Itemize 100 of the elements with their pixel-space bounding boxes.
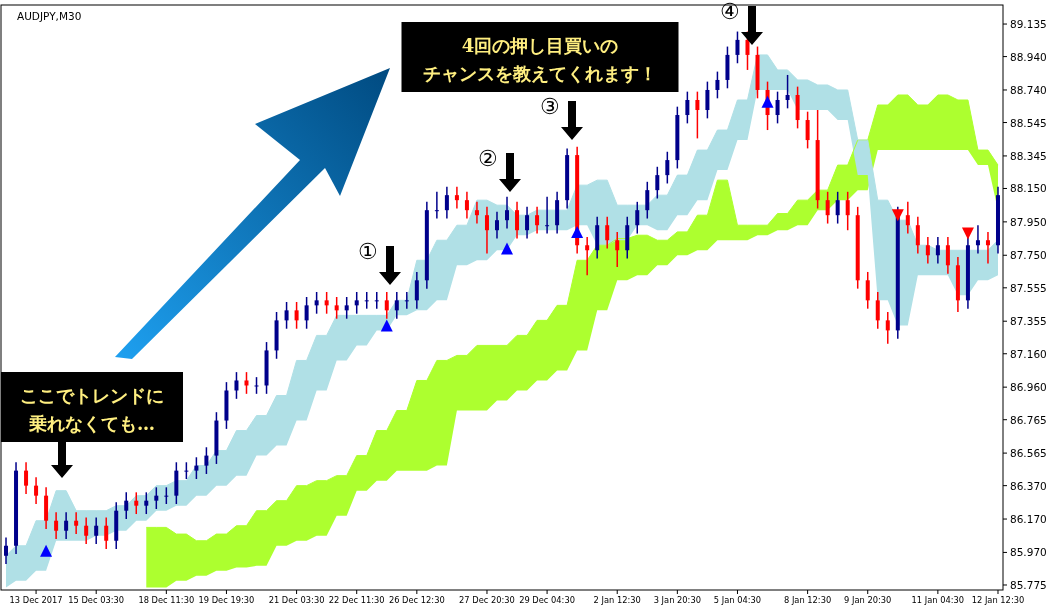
candlestick [204, 446, 209, 475]
candlestick [444, 186, 449, 220]
candlestick [144, 491, 149, 515]
annotation: ④ [720, 0, 740, 24]
candlestick [885, 311, 890, 345]
candlestick [414, 271, 419, 310]
candlestick [835, 191, 840, 225]
point [380, 319, 393, 332]
candlestick [304, 296, 309, 330]
annotation: ③ [540, 94, 560, 119]
candlestick [324, 291, 329, 315]
note-box: 4回の押し目買いのチャンスを教えてくれます！ [401, 22, 679, 92]
candlestick [124, 491, 129, 520]
y-tick-label: 86.765 [1010, 413, 1047, 426]
text: AUDJPY,M30 [17, 10, 82, 22]
candlestick [695, 90, 700, 140]
y-tick-label: 88.150 [1010, 182, 1047, 195]
y-tick-label: 85.970 [1010, 546, 1047, 559]
candlestick [665, 151, 670, 185]
point [961, 227, 974, 240]
point [891, 209, 904, 222]
y-tick-label: 86.960 [1010, 381, 1047, 394]
candlestick [494, 211, 499, 240]
y-tick-label: 87.750 [1010, 249, 1047, 262]
candlestick [454, 186, 459, 210]
x-tick-label: 29 Dec 04:30 [519, 595, 575, 605]
candlestick [334, 296, 339, 320]
y-tick-label: 88.940 [1010, 50, 1047, 63]
x-tick-label: 2 Jan 12:30 [593, 595, 641, 605]
x-tick-label: 22 Dec 11:30 [328, 595, 385, 605]
x-tick-label: 11 Jan 04:30 [911, 595, 965, 605]
x-tick-label: 8 Jan 12:30 [783, 595, 832, 605]
candlestick [845, 191, 850, 231]
y-tick-label: 85.775 [1010, 578, 1047, 591]
x-tick-label: 9 Jan 20:30 [844, 595, 892, 605]
candlestick [94, 516, 99, 545]
candlestick [535, 206, 540, 235]
candlestick [434, 191, 439, 220]
y-tick-label: 86.170 [1010, 513, 1047, 526]
y-tick-label: 88.345 [1010, 149, 1047, 162]
candlestick [905, 201, 910, 235]
candlestick [64, 511, 69, 540]
x-tick-label: 13 Dec 2017 [9, 595, 63, 605]
candlestick [134, 491, 139, 515]
candlestick [54, 511, 59, 540]
x-tick-label: 5 Jan 04:30 [713, 595, 762, 605]
candlestick [234, 371, 239, 400]
note-box: ここでトレンドに乗れなくても… [1, 372, 183, 442]
candlestick [925, 236, 930, 265]
candlestick [785, 74, 790, 110]
candlestick [84, 516, 89, 545]
candlestick [545, 196, 550, 235]
x-tick-label: 27 Dec 20:30 [459, 595, 515, 605]
candlestick [865, 271, 870, 310]
x-tick-label: 21 Dec 03:30 [268, 595, 325, 605]
candlestick [915, 216, 920, 255]
candlestick [484, 206, 489, 255]
x-tick-label: 3 Jan 20:30 [653, 595, 701, 605]
candlestick [975, 224, 980, 255]
candlestick [505, 196, 510, 230]
candlestick [194, 456, 199, 480]
candlestick [715, 70, 720, 100]
candlestick [374, 291, 379, 310]
x-tick-label: 19 Dec 19:30 [198, 595, 255, 605]
candlestick [294, 301, 299, 330]
candlestick [515, 201, 520, 240]
candlestick [705, 80, 710, 120]
point [40, 544, 53, 557]
candlestick [655, 166, 660, 200]
y-tick-label: 88.740 [1010, 83, 1047, 96]
y-tick-label: 87.355 [1010, 315, 1047, 328]
y-tick-label: 86.370 [1010, 479, 1047, 492]
candlestick [985, 231, 990, 265]
y-tick-label: 89.135 [1010, 18, 1047, 31]
candlestick [775, 90, 780, 125]
candlestick [805, 110, 810, 150]
candlestick [154, 486, 159, 510]
y-tick-label: 88.545 [1010, 116, 1047, 129]
annotation: ここでトレンドに乗れなくても… [20, 385, 164, 434]
y-tick-label: 87.950 [1010, 215, 1047, 228]
x-tick-label: 12 Jan 12:30 [971, 595, 1025, 605]
candlestick [384, 291, 389, 320]
point [501, 242, 514, 255]
y-tick-label: 86.565 [1010, 447, 1047, 460]
x-tick-label: 18 Dec 11:30 [138, 595, 195, 605]
candlestick [585, 236, 590, 277]
candlestick [74, 511, 79, 535]
candlestick [244, 371, 249, 395]
candlestick [394, 291, 399, 320]
x-tick-label: 15 Dec 03:30 [68, 595, 125, 605]
candlestick [354, 291, 359, 315]
y-tick-label: 87.160 [1010, 347, 1047, 360]
point [571, 225, 584, 238]
candlestick [474, 201, 479, 225]
point [761, 95, 774, 108]
annotation: ① [358, 239, 378, 264]
annotation: ② [478, 146, 498, 171]
candlestick [645, 181, 650, 220]
annotation: 4回の押し目買いのチャンスを教えてくれます！ [423, 35, 657, 84]
candlestick [635, 201, 640, 235]
